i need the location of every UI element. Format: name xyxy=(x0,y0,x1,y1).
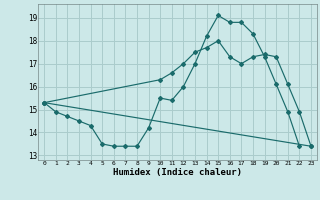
X-axis label: Humidex (Indice chaleur): Humidex (Indice chaleur) xyxy=(113,168,242,177)
